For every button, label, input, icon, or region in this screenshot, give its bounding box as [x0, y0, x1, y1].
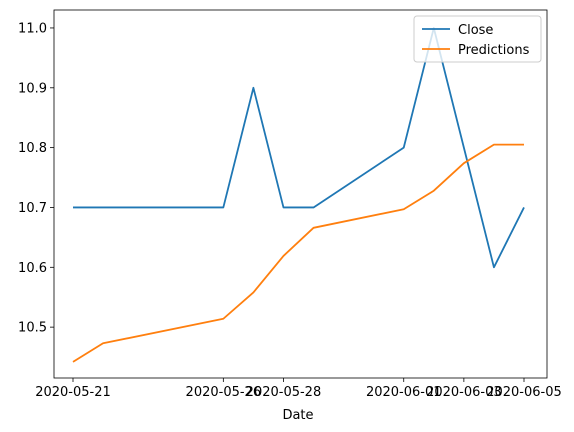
- y-tick-label: 10.8: [18, 141, 47, 156]
- x-tick-label: 2020-05-28: [246, 385, 322, 400]
- x-tick-label: 2020-06-03: [426, 385, 502, 400]
- plot-frame: [53, 9, 548, 379]
- x-tick-label: 2020-06-01: [366, 385, 442, 400]
- series-lines: [72, 27, 525, 363]
- y-tick-label: 10.6: [18, 261, 47, 276]
- x-tick-label: 2020-06-05: [486, 385, 562, 400]
- plot-area: [54, 10, 547, 378]
- legend: Close Predictions: [413, 15, 542, 63]
- series-line-close: [73, 27, 525, 269]
- legend-label-close: Close: [458, 23, 493, 38]
- legend-box: [413, 15, 542, 63]
- y-axis-ticks: 10.5 10.6 10.7 10.8 10.9 11.0: [18, 21, 54, 336]
- legend-label-predictions: Predictions: [458, 43, 530, 58]
- y-tick-label: 10.7: [18, 201, 47, 216]
- x-axis-label: Date: [282, 408, 313, 423]
- y-tick-label: 10.5: [18, 321, 47, 336]
- series-line-predictions: [72, 143, 524, 363]
- x-tick-label: 2020-05-26: [186, 385, 262, 400]
- x-tick-label: 2020-05-21: [35, 385, 111, 400]
- y-tick-label: 11.0: [18, 21, 47, 36]
- y-tick-label: 10.9: [18, 81, 47, 96]
